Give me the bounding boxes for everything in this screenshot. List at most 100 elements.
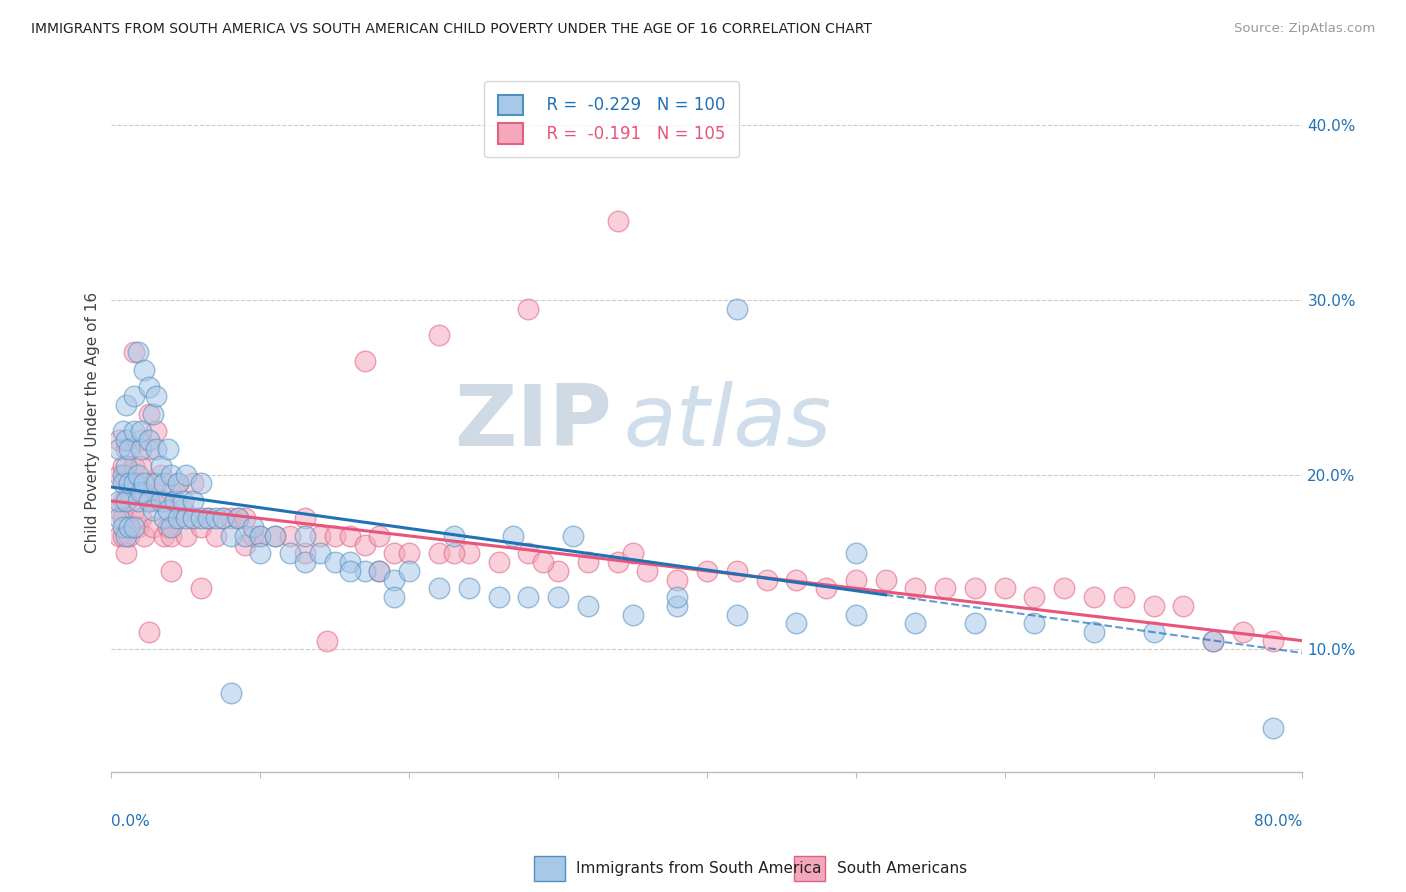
Point xyxy=(181,511,204,525)
Point xyxy=(122,520,145,534)
Point xyxy=(294,511,316,525)
Point xyxy=(368,529,391,543)
Point xyxy=(160,520,183,534)
Point xyxy=(1083,624,1105,639)
Point xyxy=(122,345,145,359)
Point xyxy=(167,476,190,491)
Point xyxy=(382,590,405,604)
Point xyxy=(197,511,219,525)
Point xyxy=(457,582,479,596)
Point xyxy=(427,328,450,343)
Point xyxy=(264,529,287,543)
Point xyxy=(129,458,152,473)
Point xyxy=(181,494,204,508)
Point xyxy=(134,476,156,491)
Point xyxy=(129,424,152,438)
Point xyxy=(167,476,190,491)
Point xyxy=(204,529,226,543)
Point xyxy=(1261,633,1284,648)
Point xyxy=(1053,582,1076,596)
Point xyxy=(115,546,138,560)
Point xyxy=(353,354,375,368)
Point xyxy=(531,555,554,569)
Point xyxy=(443,529,465,543)
Point xyxy=(1142,599,1164,613)
Point xyxy=(242,529,264,543)
Point xyxy=(145,476,167,491)
Point xyxy=(181,476,204,491)
Point xyxy=(294,529,316,543)
Point xyxy=(160,529,183,543)
Point xyxy=(517,590,540,604)
Point xyxy=(725,301,748,316)
Point xyxy=(156,520,179,534)
Point xyxy=(517,546,540,560)
Point xyxy=(249,529,271,543)
Point xyxy=(127,467,149,482)
Point xyxy=(621,546,644,560)
Point xyxy=(127,520,149,534)
Point xyxy=(621,607,644,622)
Point xyxy=(488,555,510,569)
Point xyxy=(134,529,156,543)
Point xyxy=(142,502,165,516)
Point xyxy=(108,442,131,456)
Point xyxy=(219,511,242,525)
Point xyxy=(138,407,160,421)
Point xyxy=(278,546,301,560)
Point xyxy=(204,511,226,525)
Point xyxy=(316,633,339,648)
Point xyxy=(174,467,197,482)
Point xyxy=(904,616,927,631)
Point xyxy=(197,511,219,525)
Point xyxy=(160,564,183,578)
Point xyxy=(160,467,183,482)
Point xyxy=(115,467,138,482)
Point xyxy=(138,624,160,639)
Point xyxy=(122,458,145,473)
Text: Source: ZipAtlas.com: Source: ZipAtlas.com xyxy=(1234,22,1375,36)
Point xyxy=(339,564,361,578)
Point xyxy=(174,511,197,525)
Text: South Americans: South Americans xyxy=(837,862,967,876)
Point xyxy=(212,511,235,525)
Point xyxy=(129,485,152,500)
Point xyxy=(1232,624,1254,639)
Point xyxy=(845,573,868,587)
Point xyxy=(249,529,271,543)
Point xyxy=(138,433,160,447)
Point xyxy=(142,407,165,421)
Point xyxy=(1142,624,1164,639)
Point xyxy=(443,546,465,560)
Point xyxy=(845,607,868,622)
Point xyxy=(636,564,658,578)
Point xyxy=(152,494,174,508)
Point xyxy=(112,511,135,525)
Point xyxy=(576,599,599,613)
Point xyxy=(138,494,160,508)
Point xyxy=(562,529,585,543)
Point xyxy=(115,398,138,412)
Point xyxy=(129,433,152,447)
Point xyxy=(112,424,135,438)
Point xyxy=(963,582,986,596)
Point xyxy=(108,433,131,447)
Point xyxy=(112,494,135,508)
Point xyxy=(160,485,183,500)
Point xyxy=(129,442,152,456)
Point xyxy=(294,546,316,560)
Point xyxy=(785,573,807,587)
Point xyxy=(785,616,807,631)
Point xyxy=(994,582,1017,596)
Point xyxy=(1024,590,1046,604)
Point xyxy=(1202,633,1225,648)
Point xyxy=(167,511,190,525)
Point xyxy=(190,511,212,525)
Point xyxy=(666,590,689,604)
Point xyxy=(127,345,149,359)
Point xyxy=(138,494,160,508)
Point xyxy=(149,458,172,473)
Point xyxy=(138,442,160,456)
Point xyxy=(235,511,257,525)
Point xyxy=(576,555,599,569)
